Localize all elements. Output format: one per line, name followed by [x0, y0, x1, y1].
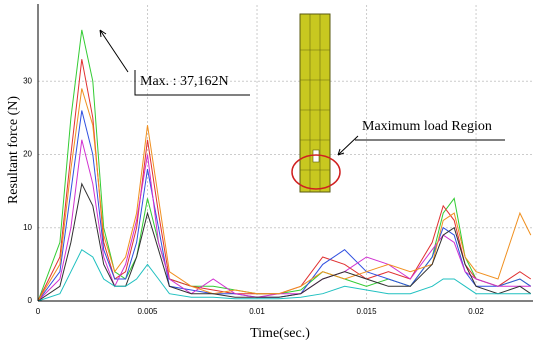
series-line: [38, 111, 531, 302]
x-tick-label: 0.02: [468, 307, 484, 316]
lines: [38, 30, 531, 301]
chart: Max. : 37,162N Maximum load Region Time(…: [0, 0, 533, 347]
y-tick-label: 20: [23, 150, 32, 159]
x-tick-label: 0: [36, 307, 41, 316]
y-tick-label: 0: [28, 296, 33, 305]
annotation: Max. : 37,162N: [140, 74, 229, 89]
x-tick-label: 0.015: [357, 307, 378, 316]
series-line: [38, 140, 531, 301]
annotation: Maximum load Region: [362, 119, 492, 134]
series-line: [38, 30, 531, 301]
page: {"chart_data": {"type": "line", "x_label…: [0, 0, 533, 347]
series-line: [38, 59, 531, 301]
x-tick-label: 0.005: [137, 307, 158, 316]
y-tick-label: 30: [23, 76, 32, 85]
y-tick-label: 10: [23, 223, 32, 232]
x-tick-label: 0.01: [249, 307, 265, 316]
y-axis-label: Resultant force (N): [6, 96, 21, 204]
mesh-inset: [292, 14, 340, 192]
grid: [38, 5, 533, 301]
x-axis-label: Time(sec.): [250, 326, 310, 341]
